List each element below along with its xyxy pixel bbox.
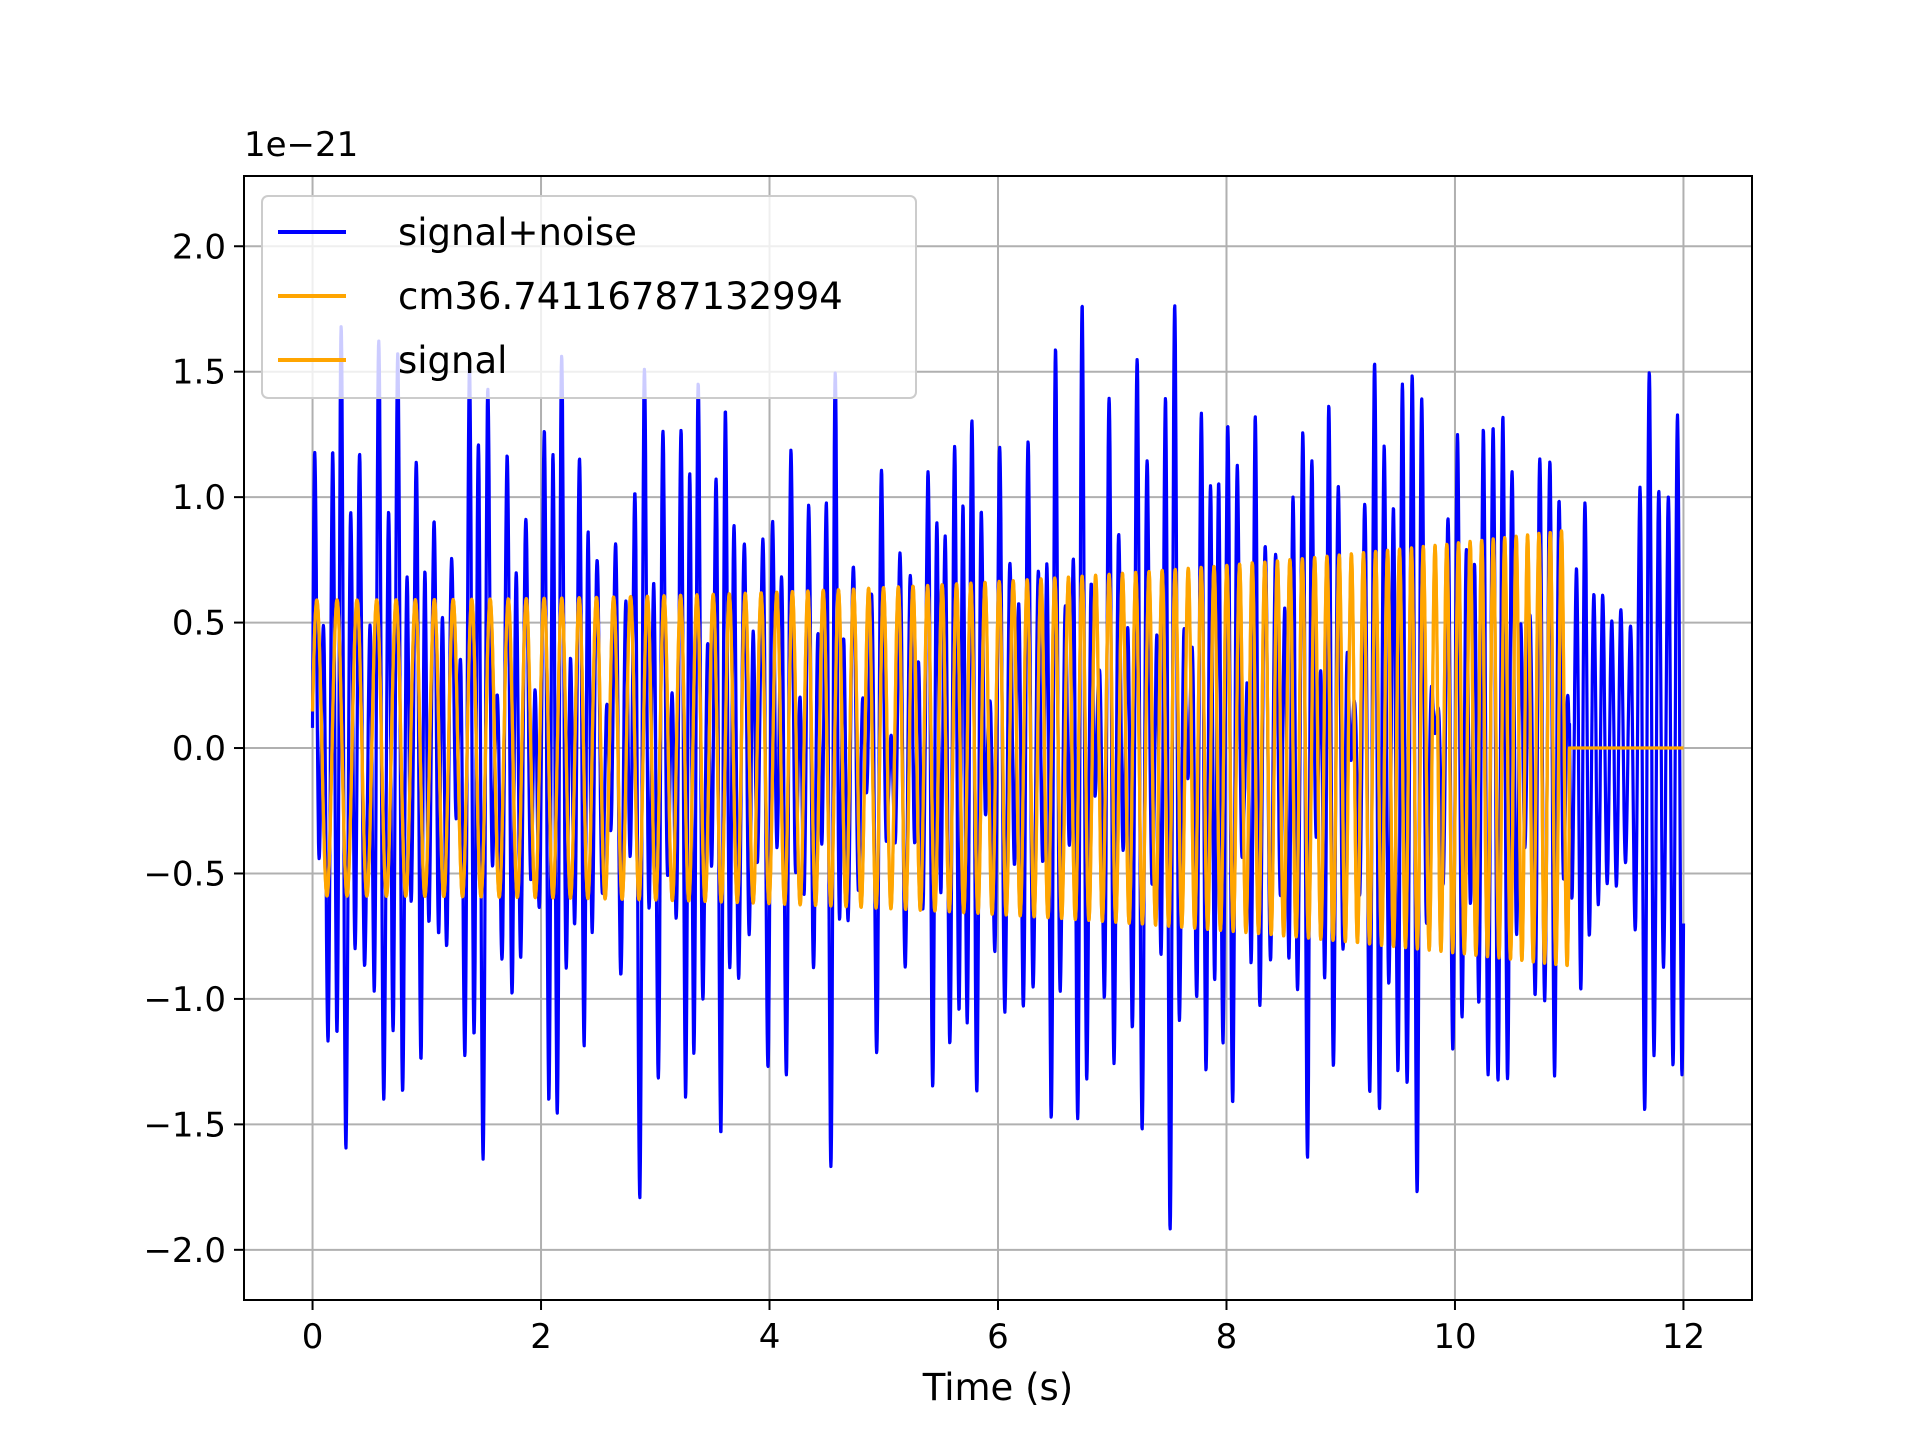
y-tick-label: −0.5 [143, 854, 226, 894]
legend-box [261, 195, 917, 399]
y-tick-label: −1.5 [143, 1105, 226, 1145]
x-tick-label: 10 [1433, 1317, 1476, 1357]
legend: signal+noise cm36.74116787132994 signal [261, 195, 917, 399]
y-tick-label: 0.0 [172, 729, 226, 769]
plot-area [310, 304, 1686, 1231]
y-tick-label: 1.5 [172, 353, 226, 393]
x-tick-label: 2 [530, 1317, 552, 1357]
y-tick-label: 0.5 [172, 604, 226, 644]
x-tick-label: 12 [1662, 1317, 1705, 1357]
legend-label: signal+noise [398, 211, 637, 254]
x-axis-label: Time (s) [922, 1366, 1073, 1409]
x-tick-label: 8 [1216, 1317, 1238, 1357]
y-tick-label: 1.0 [172, 478, 226, 518]
legend-label: signal [398, 339, 507, 382]
legend-label: cm36.74116787132994 [398, 275, 843, 318]
y-tick-label: 2.0 [172, 227, 226, 267]
y-tick-label: −1.0 [143, 980, 226, 1020]
x-tick-label: 0 [302, 1317, 324, 1357]
y-tick-label: −2.0 [143, 1231, 226, 1271]
ticks: 0 2 4 6 8 10 12 −2.0 −1.5 −1.0 −0.5 0.0 0.5 1.0 1.5 2.0 [143, 227, 1705, 1357]
x-tick-label: 4 [759, 1317, 781, 1357]
series-line-signal [310, 529, 1685, 967]
x-tick-label: 6 [987, 1317, 1009, 1357]
y-offset-label: 1e−21 [244, 125, 358, 165]
